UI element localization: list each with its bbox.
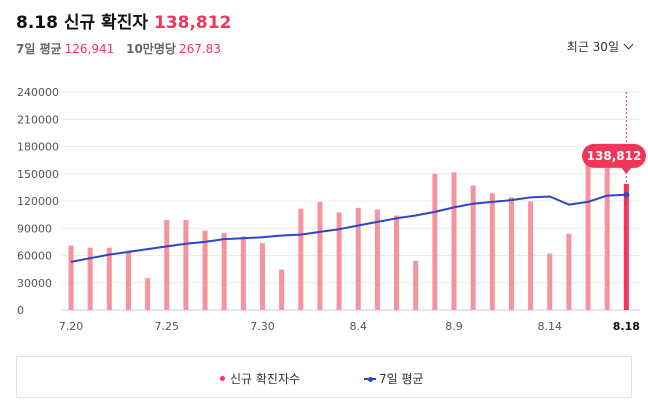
range-dropdown[interactable]: 최근 30일 <box>566 38 634 55</box>
legend-avg7-label: 7일 평균 <box>379 372 424 386</box>
bar-7.31 <box>279 269 285 310</box>
legend-dot-icon <box>220 376 225 381</box>
bar-7.25 <box>164 220 170 310</box>
bar-7.27 <box>202 230 208 310</box>
bar-8.15 <box>566 233 572 310</box>
tooltip-text: 138,812 <box>587 149 642 163</box>
x-tick-label: 7.25 <box>155 320 180 333</box>
bar-8.8 <box>432 173 438 310</box>
bar-7.23 <box>125 250 131 310</box>
bar-8.6 <box>394 215 400 310</box>
bar-8.10 <box>470 185 476 310</box>
new-cases-value: 138,812 <box>153 13 232 33</box>
header: 8.18 신규 확진자 138,812 <box>16 8 231 33</box>
bar-7.20 <box>68 245 74 310</box>
bar-8.14 <box>547 253 553 310</box>
value-tooltip: 138,812 <box>582 143 646 174</box>
legend-line-icon <box>364 376 376 382</box>
y-tick-label: 0 <box>17 304 24 317</box>
tooltip-bubble <box>582 143 646 174</box>
bar-8.16 <box>585 146 591 310</box>
bar-8.7 <box>413 260 419 310</box>
avg7-value: 126,941 <box>64 42 115 56</box>
y-tick-label: 150000 <box>17 168 59 181</box>
legend-item-cases[interactable]: 신규 확진자수 <box>220 370 300 387</box>
bar-8.1 <box>298 208 304 310</box>
x-tick-label: 8.9 <box>445 320 463 333</box>
bar-8.17 <box>604 148 610 310</box>
bar-8.3 <box>336 212 342 310</box>
legend-cases-label: 신규 확진자수 <box>230 372 301 386</box>
avg7-endpoint <box>623 191 630 198</box>
cases-chart: 0 30000 60000 90000 120000 150000 180000 210000… <box>17 86 646 333</box>
bar-7.24 <box>145 278 151 310</box>
bar-7.26 <box>183 220 189 310</box>
x-tick-label: 7.30 <box>250 320 275 333</box>
x-tick-label: 7.20 <box>59 320 84 333</box>
y-tick-label: 180000 <box>17 141 59 154</box>
y-tick-label: 90000 <box>17 222 52 235</box>
bar-8.4 <box>355 207 361 310</box>
bar-7.22 <box>106 247 112 310</box>
legend-item-avg7[interactable]: 7일 평균 <box>364 370 424 387</box>
bar-7.28 <box>221 232 227 310</box>
bar-8.13 <box>528 201 534 310</box>
avg7-label: 7일 평균 <box>16 42 62 56</box>
bar-7.21 <box>87 247 93 310</box>
y-tick-label: 30000 <box>17 277 52 290</box>
y-tick-label: 120000 <box>17 195 59 208</box>
bar-7.30 <box>260 243 265 310</box>
bar-7.29 <box>240 236 246 310</box>
y-tick-label: 240000 <box>17 86 59 99</box>
bar-8.9 <box>451 172 457 310</box>
range-label: 최근 30일 <box>566 40 619 54</box>
per100k-value: 267.83 <box>178 42 221 56</box>
bar-8.18 <box>623 183 629 310</box>
bar-8.5 <box>374 209 380 310</box>
y-tick-label: 60000 <box>17 250 52 263</box>
x-tick-label: 8.4 <box>350 320 368 333</box>
summary-row: 7일 평균 126,941 10만명당 267.83 <box>16 40 229 57</box>
x-tick-label: 8.14 <box>538 320 563 333</box>
per100k-label: 10만명당 <box>126 42 176 56</box>
bar-8.12 <box>508 197 514 310</box>
x-tick-label: 8.18 <box>613 320 640 333</box>
page-title: 8.18 신규 확진자 <box>16 13 148 33</box>
y-tick-label: 210000 <box>17 113 59 126</box>
legend: 신규 확진자수 7일 평균 <box>16 356 632 398</box>
bar-8.2 <box>317 201 323 310</box>
avg7-line <box>70 193 627 263</box>
bar-8.11 <box>489 193 495 310</box>
